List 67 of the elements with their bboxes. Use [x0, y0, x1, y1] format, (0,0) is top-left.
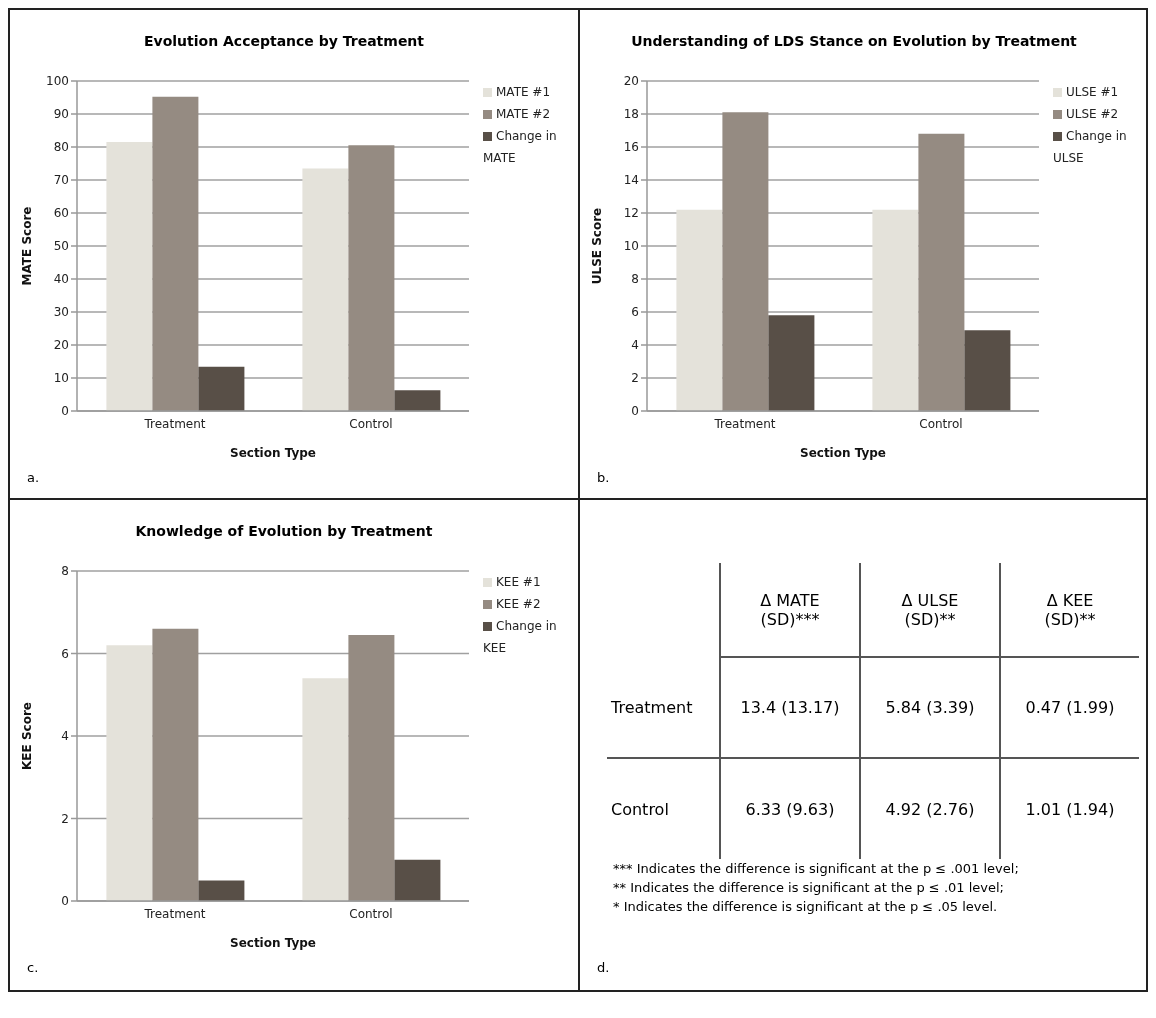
y-tick-label: 8: [61, 564, 69, 579]
y-axis-title: ULSE Score: [590, 207, 605, 285]
y-tick-label: 4: [631, 338, 639, 353]
y-tick-label: 70: [53, 173, 69, 188]
text: 13.4 (13.17): [720, 657, 860, 758]
y-tick-label: 16: [623, 140, 639, 155]
text: 6.33 (9.63): [720, 758, 860, 859]
x-tick-label: Treatment: [713, 416, 776, 431]
legend-label: ULSE #1: [1066, 85, 1119, 99]
y-tick-label: 2: [61, 811, 69, 826]
y-tick-label: 6: [631, 305, 639, 320]
y-tick-label: 4: [61, 729, 69, 744]
text: * Indicates the difference is significant at the p ≤ .05 level.: [613, 898, 999, 916]
text: 0.47 (1.99): [1000, 657, 1139, 758]
y-axis-title: KEE Score: [20, 702, 35, 770]
text: b.: [597, 470, 610, 485]
text: *** Indicates the difference is significant at the p ≤ .001 level;: [613, 860, 1020, 878]
text: 5.84 (3.39): [860, 657, 1000, 758]
legend-label: Change in ULSE: [1053, 129, 1127, 165]
y-tick-label: 18: [623, 107, 639, 122]
text: Δ KEE (SD)**: [1043, 590, 1097, 629]
x-axis-title: Section Type: [229, 446, 317, 460]
y-tick-label: 6: [61, 646, 69, 661]
y-axis-title: MATE Score: [20, 206, 35, 286]
legend-label: KEE #1: [496, 575, 541, 589]
legend-label: MATE #2: [496, 107, 551, 121]
text: ** Indicates the difference is significant at the p ≤ .01 level;: [613, 879, 1005, 897]
legend-label: MATE #1: [496, 85, 551, 99]
y-tick-label: 20: [53, 338, 69, 353]
y-tick-label: 2: [631, 371, 639, 386]
y-tick-label: 60: [53, 206, 69, 221]
y-tick-label: 10: [623, 239, 639, 254]
y-tick-label: 100: [46, 74, 69, 89]
y-tick-label: 12: [623, 206, 639, 221]
y-tick-label: 30: [53, 305, 69, 320]
text: c.: [27, 960, 39, 975]
chart-title: Understanding of LDS Stance on Evolution by Treatment: [630, 32, 1078, 51]
chart-title: Evolution Acceptance by Treatment: [142, 32, 426, 51]
y-tick-label: 0: [61, 894, 69, 909]
legend-label: KEE #2: [496, 597, 541, 611]
text: Treatment: [607, 657, 720, 758]
chart-title: Knowledge of Evolution by Treatment: [134, 522, 434, 541]
text: d.: [597, 960, 610, 975]
text: 1.01 (1.94): [1000, 758, 1139, 859]
x-axis-title: Section Type: [229, 936, 317, 950]
y-tick-label: 80: [53, 140, 69, 155]
legend-label: Change in MATE: [483, 129, 557, 165]
legend-label: Change in KEE: [483, 619, 557, 655]
text: Control: [610, 798, 670, 821]
y-tick-label: 0: [61, 404, 69, 419]
y-tick-label: 40: [53, 272, 69, 287]
x-tick-label: Control: [919, 416, 963, 431]
text: a.: [27, 470, 40, 485]
text: Δ MATE (SD)***: [759, 590, 821, 629]
y-tick-label: 14: [623, 173, 639, 188]
x-tick-label: Control: [349, 416, 393, 431]
y-tick-label: 8: [631, 272, 639, 287]
text: Δ ULSE (SD)**: [900, 590, 960, 629]
x-tick-label: Treatment: [143, 416, 206, 431]
text: 4.92 (2.76): [860, 758, 1000, 859]
x-axis-title: Section Type: [799, 446, 887, 460]
legend-label: ULSE #2: [1066, 107, 1119, 121]
y-tick-label: 10: [53, 371, 69, 386]
y-tick-label: 90: [53, 107, 69, 122]
y-tick-label: 20: [623, 74, 639, 89]
y-tick-label: 0: [631, 404, 639, 419]
y-tick-label: 50: [53, 239, 69, 254]
